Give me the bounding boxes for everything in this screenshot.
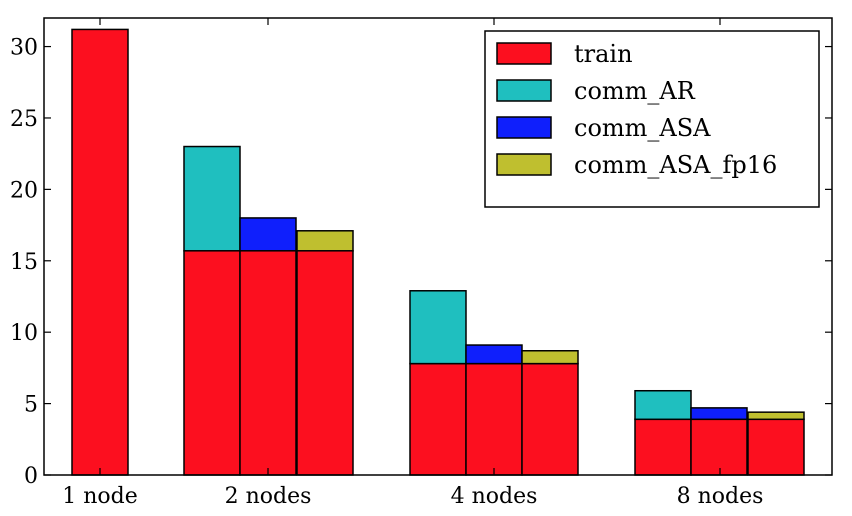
legend-swatch-train	[496, 42, 552, 65]
y-tick-label: 25	[10, 107, 38, 132]
y-tick-label: 15	[10, 250, 38, 275]
bar-comm-ASA-fp16-8-nodes-9	[747, 411, 805, 421]
legend-swatch-comm-AR	[496, 79, 552, 102]
y-tick-label: 10	[10, 321, 38, 346]
bar-comm-ASA-2-nodes-2	[239, 217, 297, 252]
x-tick-label: 1 node	[62, 484, 138, 509]
legend-swatch-comm-ASA	[496, 116, 552, 139]
bar-train-8-nodes-7	[634, 418, 692, 476]
x-tick-label: 2 nodes	[225, 484, 312, 509]
x-tick-label: 8 nodes	[677, 484, 764, 509]
bars-layer	[71, 28, 805, 476]
legend-swatch-comm-ASA-fp16	[496, 153, 552, 176]
plot-frame	[43, 17, 833, 476]
y-tick-label: 0	[24, 464, 38, 489]
bar-train-8-nodes-8	[690, 418, 748, 476]
bar-train-2-nodes-1	[183, 250, 241, 476]
bar-comm-ASA-8-nodes-8	[690, 407, 748, 421]
legend-label-comm-AR: comm_AR	[574, 77, 696, 105]
bar-comm-ASA-fp16-4-nodes-6	[521, 350, 579, 365]
bar-train-4-nodes-5	[465, 362, 523, 476]
legend-label-train: train	[574, 40, 633, 68]
bar-train-8-nodes-9	[747, 418, 805, 476]
bar-comm-ASA-4-nodes-5	[465, 344, 523, 365]
legend: train comm_AR comm_ASA comm_ASA_fp16	[484, 30, 820, 208]
legend-label-comm-ASA: comm_ASA	[574, 114, 711, 142]
bar-train-4-nodes-6	[521, 362, 579, 476]
ticks-layer: 0 5 10 15 20 25 30 1 node 2 nodes 4 nodes 8 nodes	[10, 18, 832, 509]
x-tick-label: 4 nodes	[451, 484, 538, 509]
y-tick-label: 30	[10, 36, 38, 61]
bar-train-4-nodes-4	[409, 362, 467, 476]
bar-train-1-node-0	[71, 28, 129, 476]
bar-train-2-nodes-2	[239, 250, 297, 476]
y-tick-label: 20	[10, 178, 38, 203]
bar-comm-AR-4-nodes-4	[409, 290, 467, 365]
bar-comm-ASA-fp16-2-nodes-3	[296, 230, 354, 252]
bar-comm-AR-8-nodes-7	[634, 389, 692, 421]
bar-comm-AR-2-nodes-1	[183, 145, 241, 252]
bar-train-2-nodes-3	[296, 250, 354, 476]
y-tick-label: 5	[24, 393, 38, 418]
legend-label-comm-ASA-fp16: comm_ASA_fp16	[574, 151, 777, 179]
